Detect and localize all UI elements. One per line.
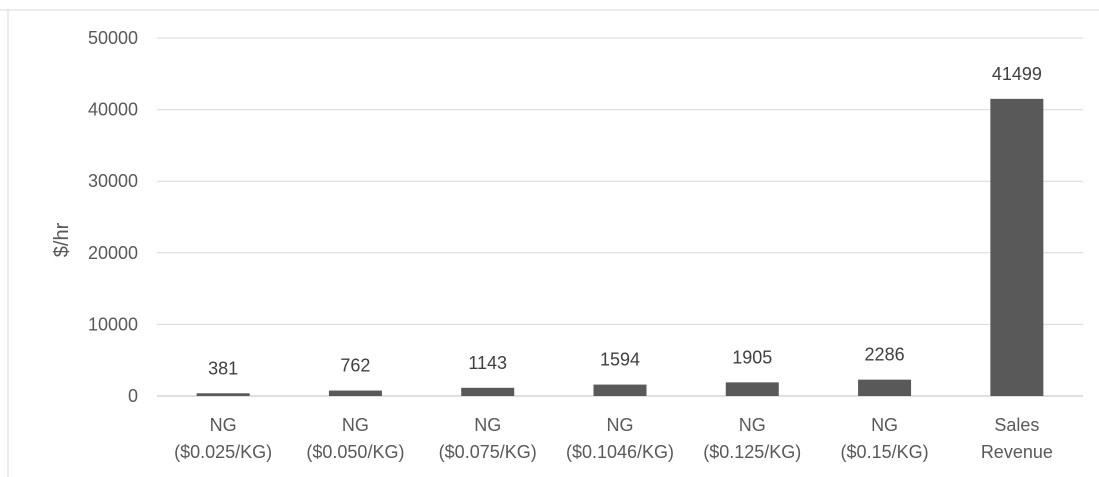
- y-tick-label: 10000: [88, 314, 138, 334]
- bar: [196, 393, 250, 396]
- category-label: NG: [607, 415, 634, 435]
- bar: [858, 379, 912, 396]
- category-label: ($0.125/KG): [703, 442, 801, 462]
- data-labels: 381 762 1143 1594 1905 2286 41499: [208, 64, 1042, 378]
- y-tick-label: 30000: [88, 171, 138, 191]
- category-label: NG: [871, 415, 898, 435]
- data-label: 41499: [992, 64, 1042, 84]
- category-label: ($0.1046/KG): [566, 442, 674, 462]
- bar: [328, 390, 382, 396]
- bar: [990, 98, 1044, 396]
- category-label: ($0.15/KG): [841, 442, 929, 462]
- data-label: 1905: [732, 347, 772, 367]
- bars: [196, 98, 1044, 396]
- bar: [725, 382, 779, 396]
- data-label: 1594: [600, 350, 640, 370]
- category-label: NG: [474, 415, 501, 435]
- bar: [593, 384, 647, 396]
- category-label: ($0.075/KG): [439, 442, 537, 462]
- category-label: NG: [342, 415, 369, 435]
- data-label: 2286: [865, 345, 905, 365]
- category-labels: NG ($0.025/KG) NG ($0.050/KG) NG ($0.075/KG) N…: [174, 415, 1053, 462]
- category-label: Sales: [994, 415, 1039, 435]
- category-label: Revenue: [981, 442, 1053, 462]
- y-tick-label: 50000: [88, 28, 138, 48]
- gridlines: [157, 37, 1083, 325]
- y-axis-ticks: 0 10000 20000 30000 40000 50000: [88, 28, 138, 406]
- category-label: NG: [739, 415, 766, 435]
- data-label: 381: [208, 358, 238, 378]
- y-axis-title: $/hr: [51, 222, 73, 257]
- category-label: NG: [210, 415, 237, 435]
- bar: [461, 387, 515, 396]
- category-label: ($0.050/KG): [306, 442, 404, 462]
- data-label: 1143: [468, 353, 507, 373]
- category-label: ($0.025/KG): [174, 442, 272, 462]
- y-tick-label: 40000: [88, 100, 138, 120]
- y-tick-label: 20000: [88, 243, 138, 263]
- y-tick-label: 0: [128, 386, 138, 406]
- data-label: 762: [340, 356, 370, 376]
